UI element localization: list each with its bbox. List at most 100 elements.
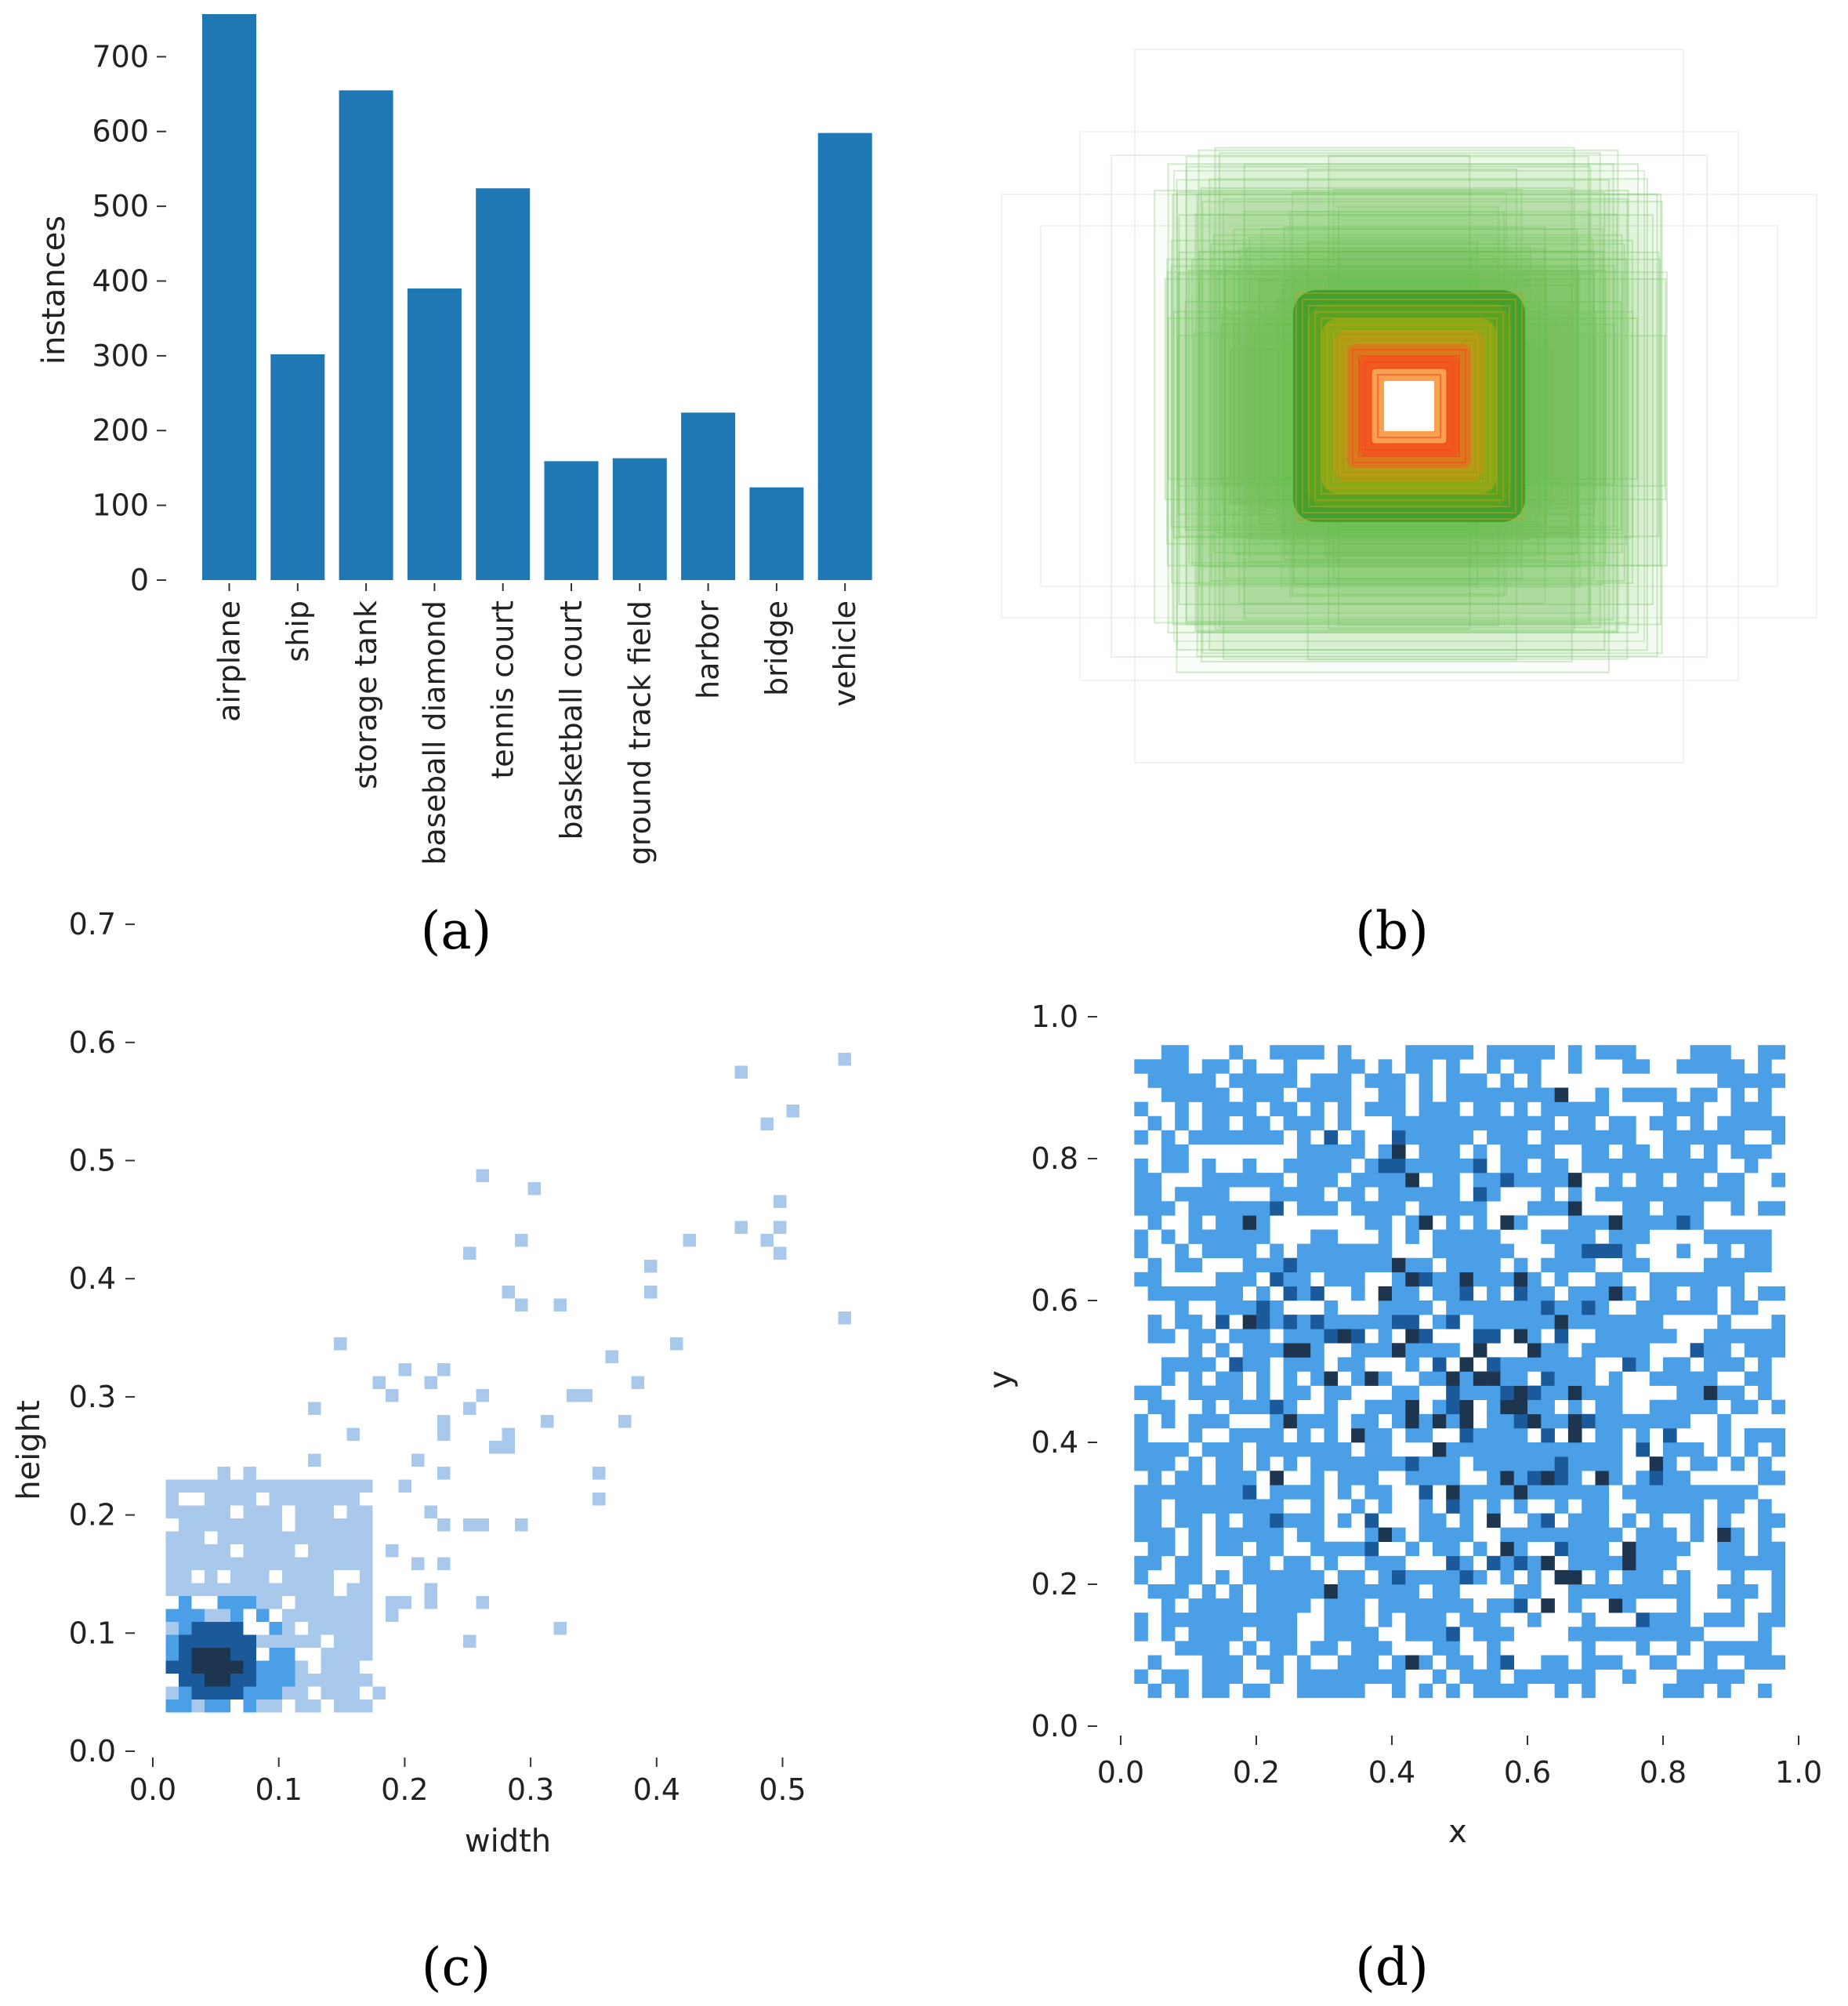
hist-cell (243, 1505, 256, 1518)
hist-cell (1134, 1669, 1148, 1684)
hist-cell (1567, 1045, 1582, 1060)
hist-cell (1676, 1683, 1690, 1699)
hist-cell (1527, 1059, 1542, 1074)
hist-cell (1730, 1300, 1745, 1315)
hist-cell (217, 1634, 230, 1648)
hist-cell (1229, 1456, 1243, 1471)
hist-cell (1730, 1399, 1745, 1415)
hist-cell (1636, 1442, 1650, 1457)
hist-cell (1419, 1343, 1433, 1358)
hist-cell (515, 1518, 528, 1532)
bar-baseball-diamond (407, 288, 462, 580)
hist-cell (1201, 1201, 1216, 1216)
hist-cell (1216, 1598, 1230, 1613)
hist-cell (1161, 1627, 1176, 1641)
hist-cell (1582, 1499, 1596, 1514)
hist-cell (1432, 1612, 1447, 1627)
hist-cell (1270, 1669, 1284, 1684)
hist-cell (1459, 1485, 1474, 1500)
hist-cell (1242, 1173, 1257, 1188)
hist-cell (463, 1634, 476, 1648)
hist-cell (1188, 1073, 1203, 1088)
hist-cell (1500, 1271, 1514, 1287)
hist-cell (1595, 1187, 1610, 1202)
hist-cell (1541, 1343, 1555, 1358)
x-tick-label: 0.2 (381, 1772, 428, 1807)
hist-cell (1392, 1456, 1406, 1471)
hist-cell (1201, 1173, 1216, 1188)
hist-cell (205, 1518, 218, 1532)
hist-cell (1419, 1598, 1433, 1613)
hist-cell (1649, 1215, 1664, 1230)
hist-cell (1364, 1201, 1379, 1216)
box (1166, 258, 1627, 545)
hist-cell (1188, 1343, 1203, 1358)
hist-cell (683, 1234, 696, 1247)
y-tick-label: 0.2 (1031, 1567, 1078, 1602)
hist-cell (1283, 1159, 1298, 1173)
hist-cell (1337, 1569, 1352, 1585)
hist-cell (386, 1596, 399, 1609)
hist-cell (360, 1634, 373, 1648)
hist-cell (1392, 1187, 1406, 1202)
hist-cell (1513, 1159, 1528, 1173)
hist-cell (269, 1622, 282, 1635)
hist-cell (1324, 1456, 1339, 1471)
hist-cell (1554, 1442, 1569, 1457)
hist-cell (334, 1531, 347, 1544)
hist-cell (165, 1660, 179, 1674)
hist-cell (1622, 1315, 1636, 1329)
hist-cell (230, 1648, 244, 1661)
hist-cell (1188, 1329, 1203, 1344)
hist-cell (1324, 1144, 1339, 1159)
hist-cell (1378, 1555, 1393, 1571)
hist-cell (1663, 1087, 1677, 1102)
hist-cell (1270, 1471, 1284, 1485)
hist-cell (1432, 1569, 1447, 1585)
hist-cell (1608, 1371, 1623, 1386)
hist-cell (1446, 1215, 1460, 1230)
hist-cell (1175, 1243, 1189, 1258)
hist-cell (1270, 1584, 1284, 1599)
hist-cell (230, 1570, 244, 1583)
hist-cell (1744, 1427, 1759, 1443)
hist-cell (205, 1505, 218, 1518)
hist-cell (360, 1557, 373, 1570)
caption-b: (b) (1355, 901, 1429, 961)
hist-cell (1744, 1144, 1759, 1159)
hist-cell (1459, 1413, 1474, 1429)
hist-cell (1703, 1059, 1718, 1074)
hist-cell (191, 1518, 205, 1532)
hist-cell (1283, 1442, 1298, 1457)
hist-cell (1147, 1187, 1162, 1202)
c-x-axis-label: width (465, 1823, 551, 1859)
hist-cell (1622, 1357, 1636, 1372)
hist-cell (1473, 1201, 1487, 1216)
hist-cell (1446, 1159, 1460, 1173)
hist-cell (1161, 1329, 1176, 1344)
hist-cell (1283, 1569, 1298, 1585)
hist-cell (1446, 1243, 1460, 1258)
hist-cell (1392, 1159, 1406, 1173)
hist-cell (1216, 1655, 1230, 1670)
hist-cell (1676, 1499, 1690, 1514)
hist-cell (1188, 1130, 1203, 1145)
hist-cell (230, 1674, 244, 1687)
hist-cell (1337, 1485, 1352, 1500)
hist-cell (243, 1493, 256, 1506)
hist-cell (1256, 1627, 1270, 1641)
hist-cell (424, 1505, 437, 1518)
hist-cell (1446, 1442, 1460, 1457)
hist-cell (1296, 1243, 1311, 1258)
hist-cell (1487, 1173, 1501, 1188)
hist-cell (437, 1363, 451, 1377)
hist-cell (346, 1609, 360, 1622)
box (1223, 250, 1596, 580)
hist-cell (1730, 1257, 1745, 1273)
x-tick-label: ground track field (622, 600, 657, 865)
hist-cell (1758, 1683, 1772, 1699)
hist-cell (1500, 1243, 1514, 1258)
hist-cell (1717, 1555, 1731, 1571)
box (1283, 226, 1546, 561)
hist-cell (1649, 1584, 1664, 1599)
